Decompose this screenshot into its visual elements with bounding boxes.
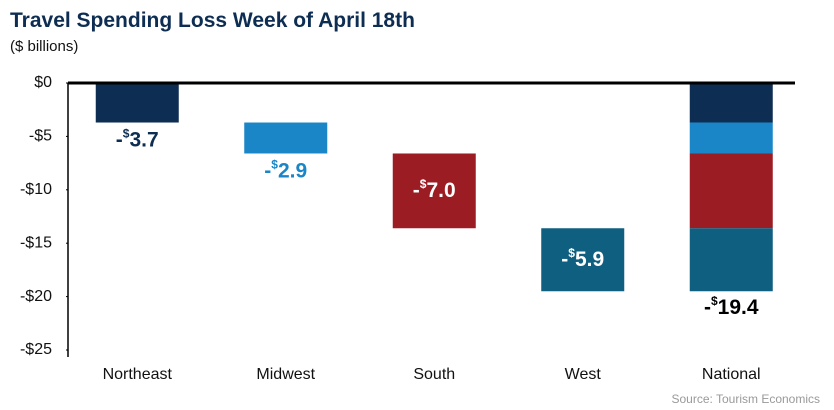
y-tick-label: -$25: [20, 341, 52, 358]
bar: [95, 83, 179, 123]
bar: [541, 228, 625, 292]
x-tick-label: National: [702, 366, 761, 383]
y-tick-label: -$5: [29, 128, 52, 145]
value-label: -$19.4: [704, 294, 759, 318]
chart-title: Travel Spending Loss Week of April 18th: [10, 9, 415, 32]
y-tick-label: -$15: [20, 234, 52, 251]
bar: [392, 153, 476, 229]
total-segment: [689, 83, 773, 123]
value-label: -$7.0: [413, 177, 456, 201]
x-tick-label: Northeast: [103, 366, 173, 383]
bar: [244, 122, 328, 154]
x-tick-label: West: [565, 366, 602, 383]
source: Source: Tourism Economics: [672, 392, 821, 406]
chart-subtitle: ($ billions): [10, 38, 78, 55]
total-segment: [689, 228, 773, 292]
value-label: -$3.7: [116, 127, 159, 151]
x-tick-label: South: [413, 366, 455, 383]
value-label: -$5.9: [561, 246, 604, 270]
y-tick-label: $0: [34, 74, 52, 91]
y-tick-label: -$20: [20, 288, 52, 305]
value-label: -$2.9: [264, 158, 307, 182]
total-segment: [689, 122, 773, 154]
total-segment: [689, 153, 773, 229]
y-tick-label: -$10: [20, 181, 52, 198]
x-tick-label: Midwest: [256, 366, 315, 383]
